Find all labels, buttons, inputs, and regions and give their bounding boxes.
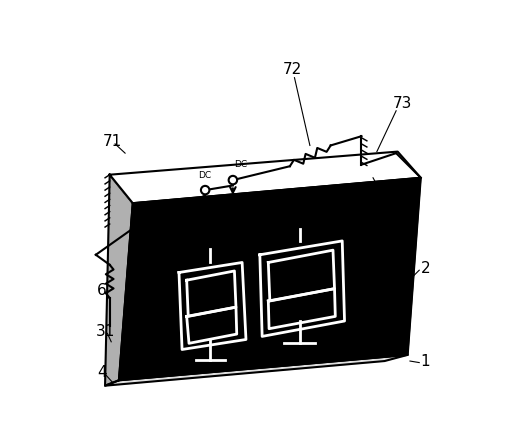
- Polygon shape: [105, 355, 407, 386]
- Text: 1: 1: [420, 354, 430, 369]
- Text: 32: 32: [387, 203, 407, 218]
- Text: 72: 72: [282, 62, 301, 77]
- Text: DC: DC: [234, 160, 247, 169]
- Polygon shape: [105, 175, 132, 386]
- Text: 5: 5: [147, 223, 157, 238]
- Text: 71: 71: [103, 134, 122, 149]
- Text: 73: 73: [392, 95, 411, 110]
- Text: 3: 3: [256, 213, 266, 229]
- Text: 4: 4: [97, 365, 106, 380]
- Text: 2: 2: [420, 261, 430, 276]
- Polygon shape: [109, 152, 420, 203]
- Circle shape: [228, 176, 237, 184]
- Text: 6: 6: [97, 283, 107, 298]
- Polygon shape: [119, 178, 420, 380]
- Text: DC: DC: [197, 171, 211, 180]
- Text: 31: 31: [95, 324, 115, 339]
- Circle shape: [201, 186, 209, 194]
